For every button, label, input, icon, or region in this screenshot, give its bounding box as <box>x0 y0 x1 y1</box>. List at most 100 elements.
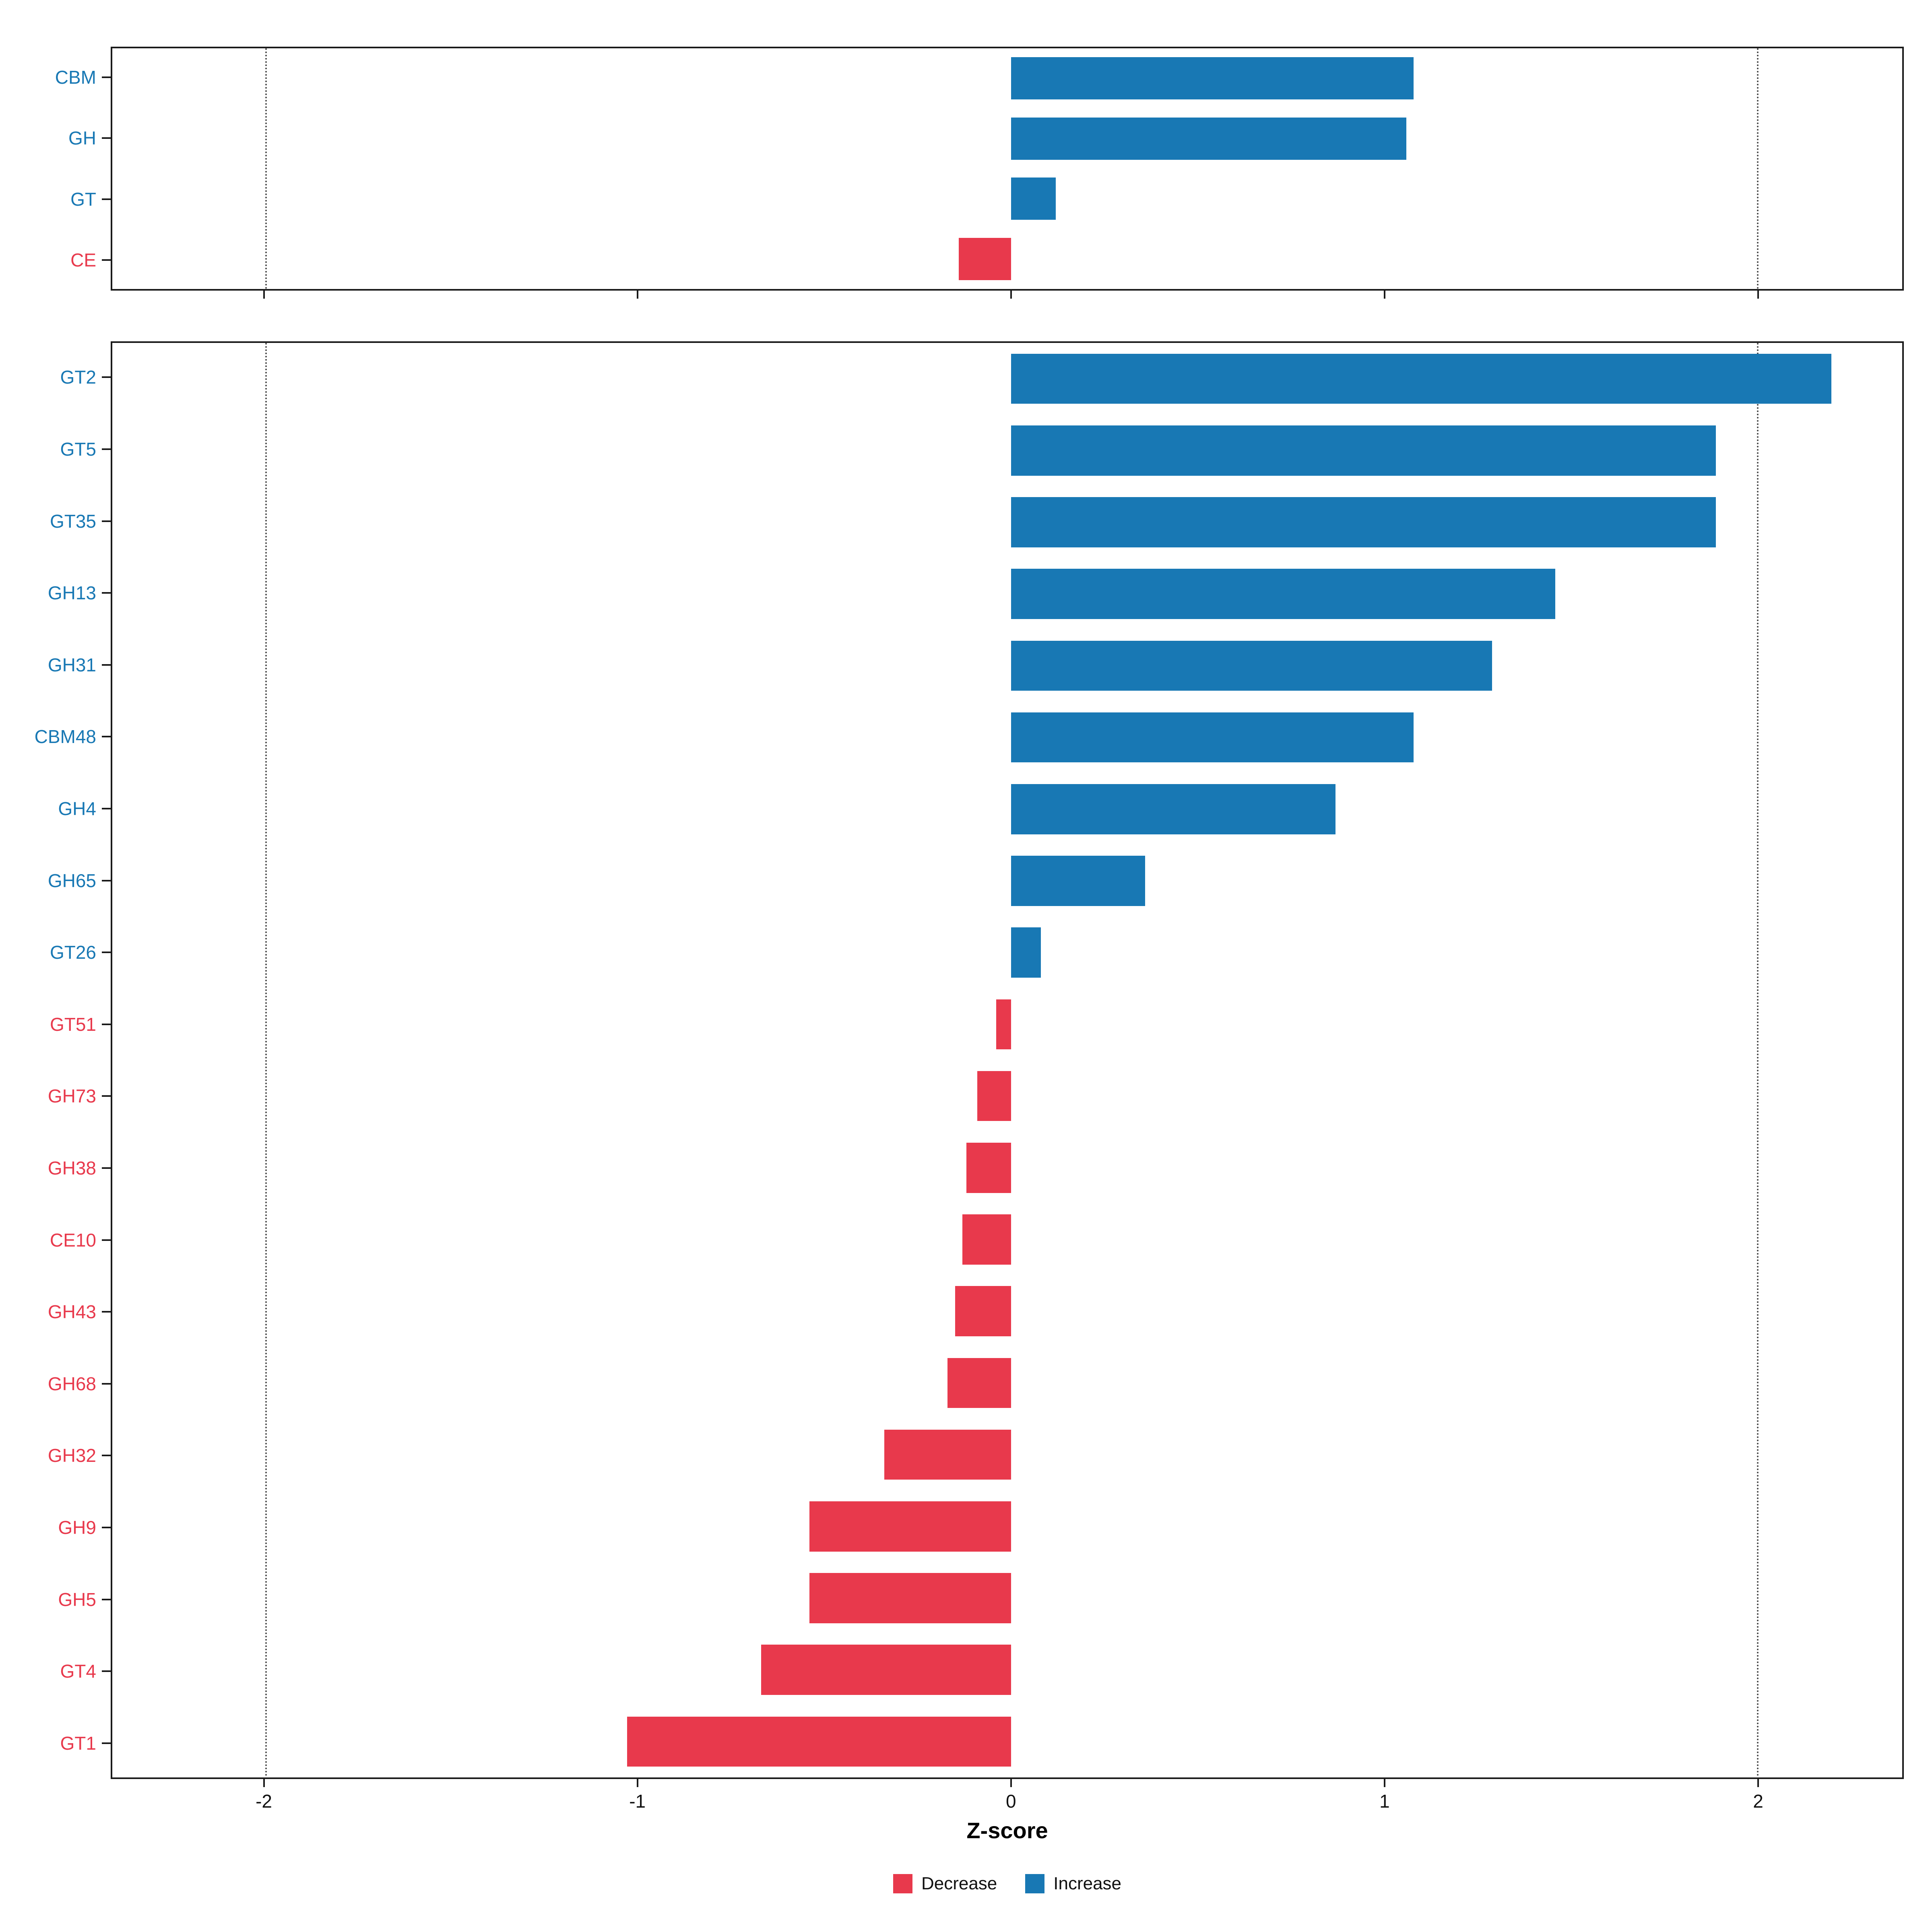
bar-GH13 <box>1011 569 1556 619</box>
x-tick-label-1: 1 <box>1379 1791 1390 1812</box>
y-axis-label-CBM48: CBM48 <box>34 726 96 747</box>
y-axis-label-CBM: CBM <box>55 66 96 88</box>
y-axis-label-GH9: GH9 <box>58 1517 96 1538</box>
x-tick-0 <box>1010 1779 1012 1787</box>
y-axis-label-CE: CE <box>70 250 96 271</box>
bar-CE10 <box>962 1214 1011 1265</box>
bar-GT26 <box>1011 927 1041 978</box>
y-axis-label-GH: GH <box>68 128 96 149</box>
y-tick-GH9 <box>102 1526 111 1528</box>
x-tick-label-2: 2 <box>1753 1791 1763 1812</box>
x-tick-2 <box>1757 291 1759 299</box>
y-tick-CE <box>102 259 111 261</box>
gridline--2 <box>265 48 267 289</box>
y-tick-GH43 <box>102 1311 111 1313</box>
legend-label-decrease: Decrease <box>921 1874 997 1893</box>
y-tick-GH73 <box>102 1095 111 1097</box>
y-axis-label-GH65: GH65 <box>47 870 96 891</box>
x-tick--1 <box>636 291 638 299</box>
y-axis-label-GH68: GH68 <box>47 1373 96 1394</box>
bar-GH65 <box>1011 856 1146 906</box>
x-tick-label--1: -1 <box>629 1791 646 1812</box>
gridline-2 <box>1757 48 1759 289</box>
bar-GT51 <box>996 999 1011 1050</box>
y-tick-GH <box>102 137 111 139</box>
bar-GH <box>1011 117 1406 160</box>
y-axis-label-GH43: GH43 <box>47 1301 96 1323</box>
x-tick-label-0: 0 <box>1005 1791 1016 1812</box>
y-axis-label-GT35: GT35 <box>50 510 96 532</box>
bar-GH68 <box>947 1358 1011 1408</box>
y-axis-label-GH5: GH5 <box>58 1589 96 1610</box>
y-axis-label-CE10: CE10 <box>50 1229 96 1251</box>
bar-GH31 <box>1011 640 1492 691</box>
y-axis-label-GH31: GH31 <box>47 654 96 675</box>
y-axis-label-GT: GT <box>70 188 96 210</box>
x-tick-1 <box>1383 291 1385 299</box>
y-axis-label-GH4: GH4 <box>58 798 96 819</box>
y-tick-GT1 <box>102 1742 111 1744</box>
y-axis-label-GH38: GH38 <box>47 1157 96 1179</box>
x-tick-label--2: -2 <box>256 1791 272 1812</box>
y-axis-label-GT5: GT5 <box>60 438 96 460</box>
y-axis-label-GH13: GH13 <box>47 582 96 604</box>
bar-GH32 <box>884 1429 1011 1480</box>
y-axis-label-GT51: GT51 <box>50 1013 96 1035</box>
y-axis-label-GH32: GH32 <box>47 1445 96 1466</box>
bar-CBM48 <box>1011 712 1414 763</box>
y-tick-GH38 <box>102 1167 111 1169</box>
y-tick-GH31 <box>102 664 111 666</box>
y-tick-GH5 <box>102 1598 111 1600</box>
y-tick-GT <box>102 198 111 200</box>
y-tick-GT51 <box>102 1023 111 1025</box>
bar-GH9 <box>809 1501 1011 1552</box>
y-tick-CBM <box>102 76 111 78</box>
x-axis-title: Z-score <box>966 1818 1048 1843</box>
bar-GH73 <box>977 1071 1011 1121</box>
y-tick-GT4 <box>102 1670 111 1672</box>
panel-cazyme-family <box>111 341 1904 1779</box>
y-tick-GH4 <box>102 807 111 809</box>
bar-GT2 <box>1011 353 1831 404</box>
legend: Decrease Increase <box>111 1874 1904 1894</box>
y-axis-label-GT1: GT1 <box>60 1732 96 1754</box>
y-axis-label-GT4: GT4 <box>60 1661 96 1682</box>
y-tick-GH65 <box>102 879 111 881</box>
bar-CE <box>959 237 1011 280</box>
y-tick-GT5 <box>102 448 111 450</box>
bar-GT4 <box>761 1645 1011 1695</box>
x-tick-0 <box>1010 291 1012 299</box>
x-tick-2 <box>1757 1779 1759 1787</box>
y-tick-GT35 <box>102 520 111 522</box>
y-axis-label-GT26: GT26 <box>50 942 96 963</box>
x-tick--2 <box>263 291 265 299</box>
bar-CBM <box>1011 57 1414 100</box>
gridline-2 <box>1757 343 1759 1777</box>
bar-GT35 <box>1011 497 1716 547</box>
bar-GH5 <box>809 1573 1011 1623</box>
legend-item-increase: Increase <box>1025 1874 1121 1894</box>
y-tick-GT2 <box>102 376 111 378</box>
bar-GT <box>1011 178 1056 220</box>
y-axis-label-GH73: GH73 <box>47 1086 96 1107</box>
x-tick--1 <box>636 1779 638 1787</box>
bar-GH4 <box>1011 784 1335 834</box>
y-tick-GH68 <box>102 1383 111 1385</box>
bar-GT1 <box>627 1716 1011 1767</box>
x-tick--2 <box>263 1779 265 1787</box>
legend-label-increase: Increase <box>1053 1874 1122 1893</box>
legend-swatch-increase <box>1025 1874 1045 1893</box>
panel-cazyme-class <box>111 47 1904 291</box>
y-tick-CBM48 <box>102 736 111 738</box>
y-tick-GH32 <box>102 1455 111 1457</box>
y-tick-CE10 <box>102 1239 111 1241</box>
bar-GT5 <box>1011 425 1716 476</box>
x-tick-1 <box>1383 1779 1385 1787</box>
gridline--2 <box>265 343 267 1777</box>
bar-GH43 <box>955 1286 1011 1337</box>
legend-item-decrease: Decrease <box>893 1874 997 1894</box>
legend-swatch-decrease <box>893 1874 912 1893</box>
y-tick-GH13 <box>102 592 111 594</box>
y-axis-label-GT2: GT2 <box>60 367 96 388</box>
